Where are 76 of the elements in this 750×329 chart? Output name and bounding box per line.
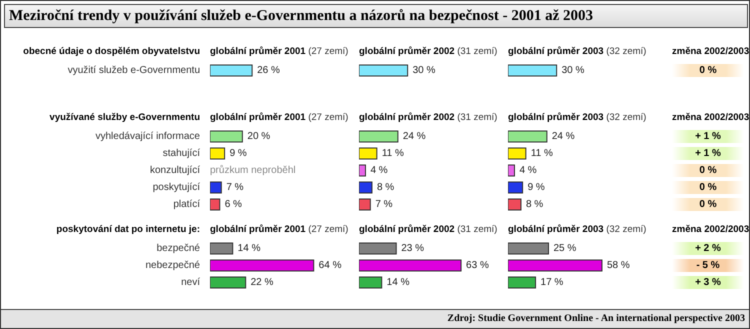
y-tick-label: bezpečné <box>156 242 200 256</box>
bar <box>359 164 366 176</box>
text: Meziroční trendy v používání služeb e-Governmentu a názorů na bezpečnost - 2001 až 2003 <box>4 4 748 28</box>
data-label: 0 % <box>672 181 744 194</box>
data-label: 24 % <box>552 130 575 144</box>
chart-subtitle: globální průměr 2002 (31 zemí) <box>359 224 498 235</box>
bar <box>508 198 522 210</box>
data-label: 4 % <box>519 164 537 178</box>
bar <box>359 130 398 142</box>
text: Zdroj: Studie Government Online - An international perspective 2003 <box>1 309 749 328</box>
text: změna 2002/2003 <box>672 46 750 57</box>
data-label: 0 % <box>672 164 744 177</box>
data-label: 0 % <box>672 198 744 211</box>
text: globální průměr 2002 (31 zemí) <box>359 46 498 57</box>
data-label: 8 % <box>526 198 544 212</box>
text: globální průměr 2003 (32 zemí) <box>508 46 646 57</box>
y-axis-title: využívané služby e-Governmentu <box>48 112 200 123</box>
data-label: 11 % <box>382 147 404 161</box>
text: globální průměr 2001 (27 zemí) <box>210 46 348 57</box>
y-tick-label: stahující <box>162 147 200 161</box>
data-label: 20 % <box>247 130 270 144</box>
bar <box>210 198 220 210</box>
bar <box>210 148 226 160</box>
data-label: + 2 % <box>672 242 744 255</box>
y-axis-title: obecné údaje o dospělém obyvatelstvu <box>22 46 200 57</box>
data-label: 26 % <box>257 64 280 78</box>
y-tick-label: konzultující <box>148 164 200 178</box>
y-tick-label: poskytující <box>152 181 200 195</box>
data-label: 64 % <box>318 259 342 273</box>
data-label: 0 % <box>672 64 744 77</box>
data-label: 17 % <box>540 276 564 290</box>
text: změna 2002/2003 <box>672 112 750 123</box>
text: globální průměr 2002 (31 zemí) <box>359 112 498 123</box>
bar <box>508 148 526 160</box>
data-label: 24 % <box>402 130 426 144</box>
data-label: 14 % <box>238 242 260 256</box>
data-label: - 5 % <box>672 259 744 272</box>
y-tick-label: vyhledávající informace <box>94 130 200 144</box>
bar <box>508 130 548 142</box>
bar <box>508 164 515 176</box>
y-tick-label: platící <box>172 198 200 212</box>
data-label: 58 % <box>606 259 630 273</box>
data-label: 30 % <box>412 64 436 78</box>
data-label: 14 % <box>386 276 410 290</box>
y-tick-label: neví <box>180 276 200 290</box>
data-label: 11 % <box>530 147 553 161</box>
chart-subtitle: globální průměr 2001 (27 zemí) <box>210 224 348 235</box>
data-label: 6 % <box>224 198 242 212</box>
data-label: 22 % <box>250 276 274 290</box>
chart-subtitle: globální průměr 2003 (32 zemí) <box>508 224 646 235</box>
data-label: 8 % <box>376 181 394 195</box>
data-label: 9 % <box>528 181 545 195</box>
y-tick-label: využití služeb e-Governmentu <box>66 64 200 78</box>
data-label: + 1 % <box>672 130 744 143</box>
text: globální průměr 2001 (27 zemí) <box>210 112 348 123</box>
y-tick-label: nebezpečné <box>144 259 200 273</box>
data-label: 7 % <box>375 198 393 212</box>
text: globální průměr 2003 (32 zemí) <box>508 112 646 123</box>
data-label: 23 % <box>401 242 424 256</box>
text: průzkum neproběhl <box>210 165 296 176</box>
y-axis-title: poskytování dat po internetu je: <box>55 224 200 235</box>
text: změna 2002/2003 <box>672 224 750 235</box>
data-label: 7 % <box>226 181 244 195</box>
data-label: + 3 % <box>672 276 744 289</box>
data-label: + 1 % <box>672 147 744 160</box>
data-label: 25 % <box>554 242 576 256</box>
data-label: 63 % <box>466 259 489 273</box>
bar <box>359 182 372 194</box>
data-label: 30 % <box>562 64 584 78</box>
bar <box>210 182 222 194</box>
bar <box>508 182 524 194</box>
bar <box>359 148 378 160</box>
data-label: 4 % <box>370 164 388 178</box>
bar <box>210 130 243 142</box>
bar <box>359 198 371 210</box>
data-label: 9 % <box>230 147 247 161</box>
